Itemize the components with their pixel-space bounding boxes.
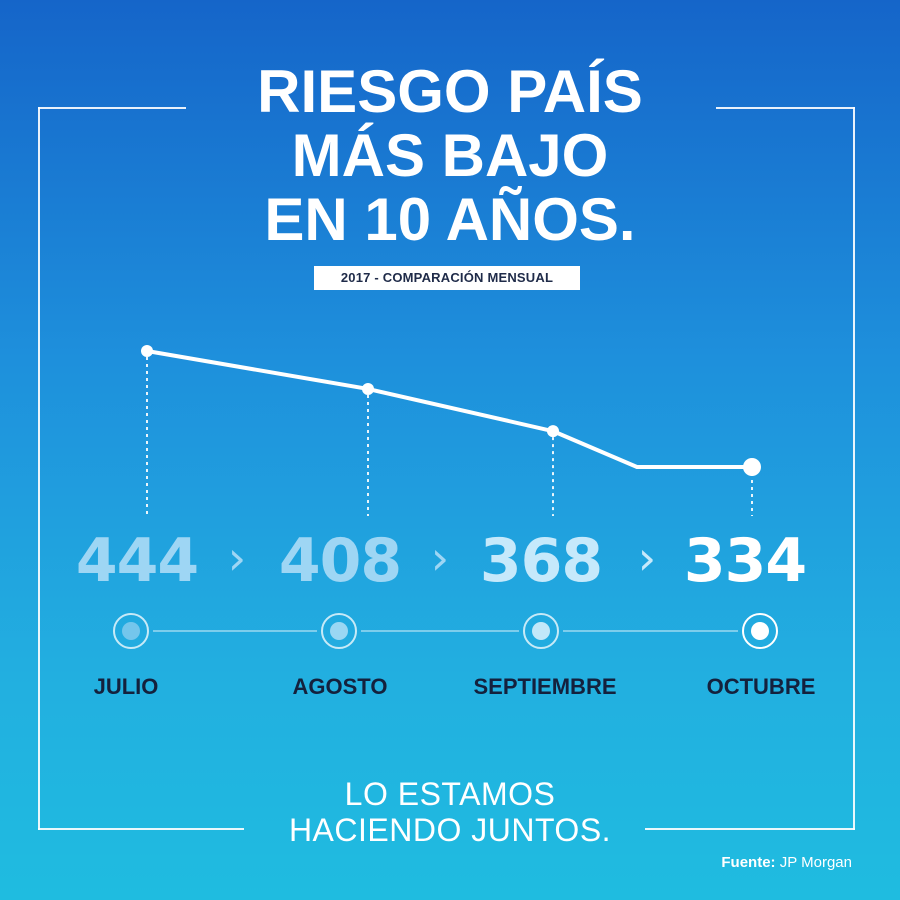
series-line [145,349,754,469]
point-septiembre [547,425,559,438]
separator-3: › [638,531,656,585]
separator-1: › [228,531,246,585]
timeline-ring-septiembre [523,613,559,649]
frame-top-right [716,107,855,109]
month-label-julio: JULIO [94,674,159,699]
frame-bottom-right [645,828,855,830]
frame-bottom-left [38,828,244,830]
timeline-ring-octubre [742,613,778,649]
page-title: RIESGO PAÍS MÁS BAJO EN 10 AÑOS. [150,60,750,252]
timeline-dot-agosto [330,622,348,640]
value-label-octubre: 334 [684,526,806,596]
frame-top-left [38,107,186,109]
month-label-octubre: OCTUBRE [707,674,816,699]
series-line-group [145,349,754,469]
timeline-ring-julio [113,613,149,649]
timeline-dot-septiembre [532,622,550,640]
value-labels: 444 408 368 334 [76,526,807,596]
point-octubre [743,458,761,476]
value-label-septiembre: 368 [480,526,602,596]
month-labels: JULIO AGOSTO SEPTIEMBRE OCTUBRE [94,674,816,699]
separators: › › › [228,531,656,585]
source-value: JP Morgan [779,854,852,871]
separator-2: › [431,531,449,585]
frame-right [853,107,855,830]
timeline-dot-julio [122,622,140,640]
timeline [113,613,778,649]
slogan: LO ESTAMOS HACIENDO JUNTOS. [260,776,640,848]
title-line-1: RIESGO PAÍS [257,58,643,125]
value-label-agosto: 408 [279,526,401,596]
title-line-3: EN 10 AÑOS. [264,186,636,253]
frame-left [38,107,40,830]
slogan-line-1: LO ESTAMOS [344,776,556,812]
source-label: Fuente: [721,854,776,871]
drop-lines [146,357,753,516]
timeline-dot-octubre [751,622,769,640]
month-label-septiembre: SEPTIEMBRE [473,674,616,699]
source-note: Fuente: JP Morgan [721,854,852,871]
point-agosto [362,382,374,395]
point-julio [141,345,153,357]
month-label-agosto: AGOSTO [293,674,388,699]
title-line-2: MÁS BAJO [291,122,609,189]
timeline-ring-agosto [321,613,357,649]
data-points [141,345,761,476]
value-label-julio: 444 [76,526,198,596]
slogan-line-2: HACIENDO JUNTOS. [288,812,612,848]
subtitle-badge: 2017 - COMPARACIÓN MENSUAL [314,266,580,290]
